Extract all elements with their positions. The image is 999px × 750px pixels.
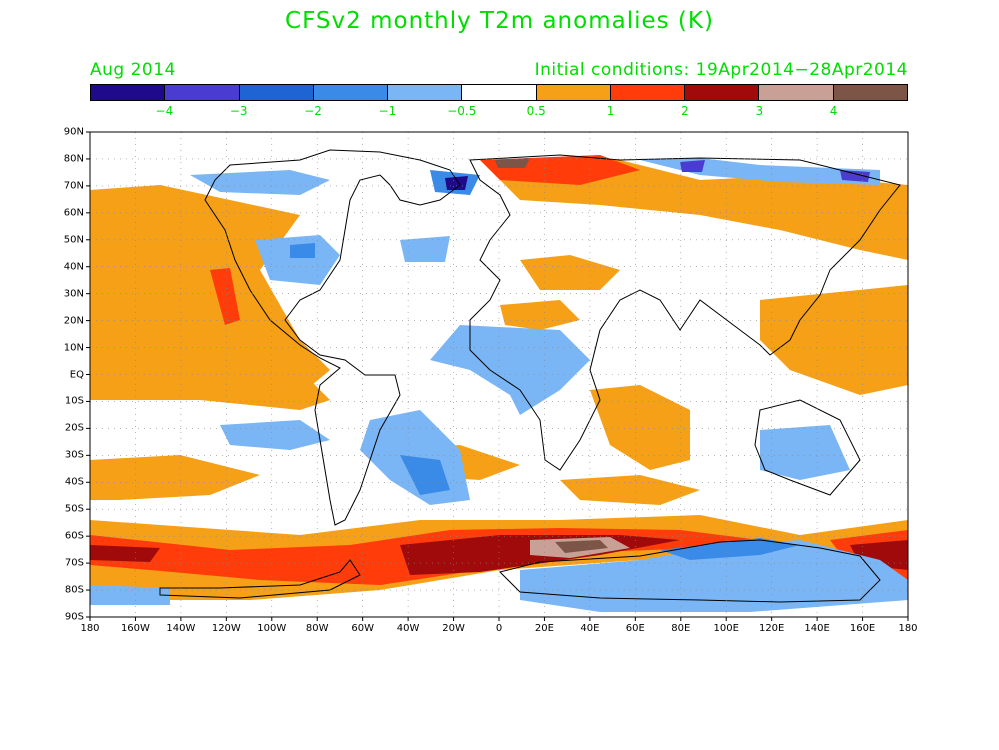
lon-label: 40E: [580, 623, 600, 634]
lon-label: 100E: [713, 623, 739, 634]
lon-label: 140E: [804, 623, 830, 634]
warm-region-indian-ocean: [590, 385, 690, 470]
anomaly-field: [90, 132, 908, 617]
colorbar-label: 0.5: [526, 104, 546, 118]
colorbar: [90, 84, 908, 101]
initial-conditions: Initial conditions: 19Apr2014−28Apr2014: [534, 60, 908, 80]
colorbar-label: 2: [681, 104, 689, 118]
cool-region-south-pacific: [220, 420, 330, 450]
lon-label: 160E: [849, 623, 876, 634]
valid-month: Aug 2014: [90, 60, 176, 80]
colorbar-label: −0.5: [447, 104, 477, 118]
lon-label: 180: [898, 623, 918, 634]
extreme-hot-core: [555, 540, 608, 553]
lat-label: 90S: [64, 611, 84, 623]
colder-region-south-america: [400, 455, 450, 495]
colorbar-segment: [536, 85, 611, 100]
warm-region-eurasia-north: [480, 160, 908, 260]
colorbar-label: −1: [378, 104, 397, 118]
lat-label: EQ: [69, 369, 84, 380]
colorbar-segment: [759, 85, 834, 100]
colorbar-label: −3: [229, 104, 248, 118]
warm-region-equatorial-pacific: [90, 355, 330, 410]
cool-region-north-america: [255, 235, 340, 285]
colorbar-segment: [313, 85, 389, 100]
coldest-region-siberia: [680, 160, 705, 172]
cool-region-north-atlantic: [400, 236, 450, 262]
lon-label: 20W: [442, 623, 465, 634]
lon-label: 180: [80, 623, 100, 634]
lon-label: 60W: [351, 623, 374, 634]
hot-region-west-coast: [210, 268, 240, 325]
lat-label: 80S: [64, 584, 84, 596]
lat-label: 60S: [64, 530, 84, 542]
lat-label: 70N: [63, 180, 84, 192]
colorbar-label: 1: [606, 104, 615, 118]
lon-label: 100W: [257, 623, 287, 634]
lon-label: 120W: [211, 623, 241, 634]
lat-label: 10S: [64, 395, 84, 407]
extreme-hot-arctic: [495, 158, 530, 168]
grid-lines: [90, 132, 908, 617]
lat-label: 80N: [63, 153, 84, 165]
lon-label: 20E: [534, 623, 554, 634]
lat-label: 20S: [64, 422, 84, 434]
colorbar-label: 3: [755, 104, 764, 118]
very-hot-region-pacific-south: [90, 545, 160, 562]
lat-label: 90N: [63, 126, 84, 138]
colder-region-antarctica: [660, 538, 800, 560]
coastlines: [159, 149, 901, 603]
warm-region-atlantic-strip: [520, 255, 620, 290]
warm-region-north-africa: [500, 300, 580, 330]
colorbar-segment: [462, 85, 537, 100]
lon-label: 0: [495, 623, 503, 634]
axis-ticks: [86, 131, 909, 621]
colorbar-label: −2: [304, 104, 322, 118]
colorbar-segment: [388, 85, 463, 100]
lon-label: 80E: [671, 623, 691, 634]
lon-label: 160W: [120, 623, 150, 634]
lat-label: 50S: [64, 503, 84, 515]
coldest-region-east-siberia: [840, 170, 870, 182]
warm-region-south-pacific: [90, 455, 260, 500]
lon-label: 40W: [396, 623, 420, 634]
warm-region-east-pacific: [760, 285, 908, 395]
coldest-region-greenland: [445, 176, 468, 190]
lon-label: 60E: [625, 623, 645, 634]
lat-label: 40N: [63, 261, 84, 273]
lat-label: 30S: [64, 449, 84, 461]
lat-label: 60N: [63, 207, 84, 219]
lat-label: 50N: [63, 234, 84, 246]
colorbar-segment: [610, 85, 686, 100]
warm-region-north-pacific: [90, 185, 330, 395]
cool-region-antarctica: [520, 540, 908, 612]
lat-label: 30N: [63, 288, 84, 300]
colorbar-segment: [685, 85, 760, 100]
cool-region-antarctic-west: [90, 585, 170, 605]
lon-label: 120E: [758, 623, 785, 634]
lat-label: 70S: [64, 557, 84, 569]
lat-label: 10N: [63, 342, 84, 354]
lon-label: 80W: [305, 623, 329, 634]
lat-label: 40S: [64, 476, 84, 488]
colorbar-segment: [239, 85, 314, 100]
cool-region-australia: [760, 425, 850, 480]
colorbar-segment: [833, 85, 907, 100]
colorbar-label: 4: [829, 104, 838, 118]
colorbar-label: −4: [155, 104, 174, 118]
colorbar-segment: [165, 85, 240, 100]
colder-region-great-lakes: [290, 243, 315, 258]
lon-label: 140W: [166, 623, 196, 634]
colorbar-segment: [91, 85, 166, 100]
lat-label: 20N: [63, 315, 84, 327]
cool-region-arctic-canada: [190, 170, 330, 195]
map-title: CFSv2 monthly T2m anomalies (K): [285, 8, 714, 34]
